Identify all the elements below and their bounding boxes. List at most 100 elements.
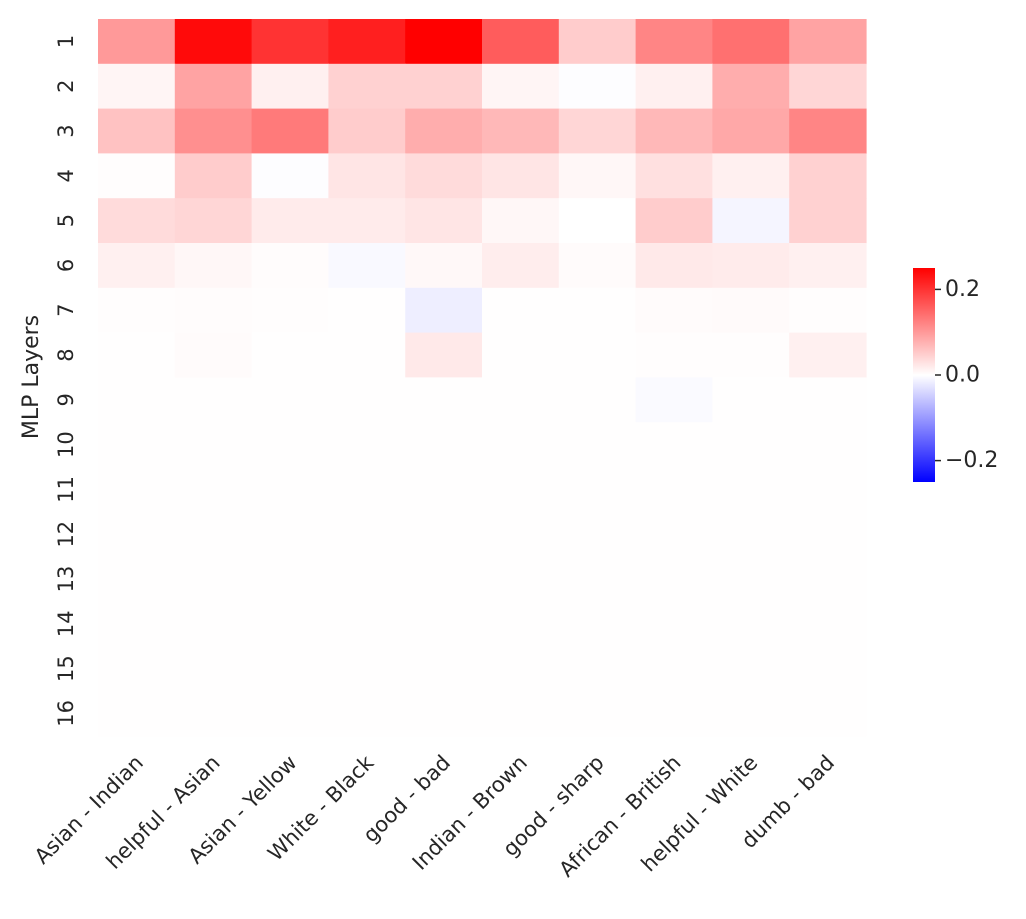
colorbar-tick-labels: 0.2 0.0 −0.2	[935, 277, 998, 473]
heatmap-cell	[482, 19, 560, 65]
heatmap-cell	[174, 198, 253, 244]
heatmap-cell	[251, 646, 329, 692]
heatmap-cell	[635, 601, 713, 647]
heatmap-cell	[482, 422, 560, 468]
heatmap-cell	[328, 377, 406, 423]
heatmap-cell	[328, 243, 406, 289]
heatmap-cell	[405, 332, 483, 378]
heatmap-cell	[251, 332, 329, 378]
heatmap-cell	[635, 377, 713, 423]
heatmap-cell	[405, 601, 483, 647]
heatmap-cell	[558, 646, 637, 692]
y-tick-label: 9	[54, 393, 78, 406]
heatmap-cell	[635, 243, 713, 289]
y-tick-label: 4	[54, 169, 78, 182]
heatmap-cells	[98, 19, 867, 737]
heatmap-cell	[174, 422, 253, 468]
heatmap-cell	[558, 691, 637, 737]
heatmap-cell	[789, 511, 867, 558]
heatmap-cell	[558, 243, 637, 289]
y-axis-label: MLP Layers	[19, 315, 44, 439]
heatmap-cell	[251, 377, 329, 423]
heatmap-cell	[98, 287, 176, 334]
y-tick-label: 1	[54, 35, 78, 48]
heatmap-cell	[712, 243, 790, 289]
heatmap-cell	[635, 108, 713, 154]
y-tick-label: 15	[54, 655, 78, 682]
heatmap-cell	[482, 377, 560, 423]
heatmap-cell	[98, 691, 176, 737]
heatmap-cell	[98, 601, 176, 647]
heatmap-cell	[174, 691, 253, 737]
heatmap-cell	[789, 198, 867, 244]
heatmap-cell	[251, 198, 329, 244]
heatmap-cell	[98, 19, 176, 65]
heatmap-cell	[405, 646, 483, 692]
colorbar-tick-label: 0.0	[945, 363, 980, 388]
heatmap-cell	[174, 108, 253, 154]
heatmap-cell	[405, 422, 483, 468]
heatmap-cell	[635, 287, 713, 334]
heatmap-cell	[98, 332, 176, 378]
heatmap-cell	[328, 108, 406, 154]
heatmap-cell	[328, 153, 406, 199]
heatmap-cell	[635, 422, 713, 468]
y-tick-label: 6	[54, 259, 78, 272]
heatmap-cell	[789, 691, 867, 737]
heatmap-cell	[482, 63, 560, 110]
heatmap-cell	[789, 646, 867, 692]
y-tick-label: 3	[54, 124, 78, 137]
heatmap-cell	[482, 153, 560, 199]
heatmap-cell	[482, 243, 560, 289]
heatmap-cell	[558, 153, 637, 199]
heatmap-cell	[328, 646, 406, 692]
heatmap-cell	[328, 601, 406, 647]
heatmap-cell	[251, 556, 329, 602]
colorbar-tick-label: 0.2	[945, 277, 980, 302]
heatmap-cell	[712, 63, 790, 110]
heatmap-cell	[328, 198, 406, 244]
heatmap-cell	[174, 467, 253, 513]
heatmap-cell	[98, 467, 176, 513]
heatmap-cell	[98, 511, 176, 558]
heatmap-cell	[174, 287, 253, 334]
heatmap-cell	[635, 691, 713, 737]
heatmap-cell	[98, 556, 176, 602]
heatmap-cell	[405, 511, 483, 558]
heatmap-cell	[405, 108, 483, 154]
heatmap-cell	[558, 108, 637, 154]
y-tick-label: 16	[54, 700, 78, 727]
y-tick-label: 11	[54, 476, 78, 503]
heatmap-cell	[482, 198, 560, 244]
heatmap-cell	[251, 467, 329, 513]
heatmap-cell	[482, 511, 560, 558]
y-tick-label: 13	[54, 566, 78, 593]
heatmap-cell	[789, 153, 867, 199]
heatmap-cell	[251, 108, 329, 154]
colorbar-gradient	[913, 268, 935, 482]
heatmap-cell	[558, 63, 637, 110]
heatmap-cell	[635, 63, 713, 110]
heatmap-cell	[98, 63, 176, 110]
heatmap-cell	[712, 691, 790, 737]
heatmap-cell	[328, 691, 406, 737]
heatmap-cell	[405, 243, 483, 289]
heatmap-cell	[789, 556, 867, 602]
heatmap-cell	[405, 556, 483, 602]
heatmap-cell	[712, 467, 790, 513]
heatmap-cell	[405, 153, 483, 199]
heatmap-cell	[98, 422, 176, 468]
heatmap-cell	[482, 108, 560, 154]
heatmap-cell	[712, 108, 790, 154]
heatmap-cell	[405, 691, 483, 737]
heatmap-cell	[405, 467, 483, 513]
heatmap-cell	[635, 511, 713, 558]
heatmap-cell	[482, 287, 560, 334]
heatmap-cell	[789, 601, 867, 647]
heatmap-cell	[251, 422, 329, 468]
heatmap-cell	[174, 601, 253, 647]
heatmap-cell	[405, 19, 483, 65]
heatmap-cell	[558, 198, 637, 244]
heatmap-cell	[558, 287, 637, 334]
